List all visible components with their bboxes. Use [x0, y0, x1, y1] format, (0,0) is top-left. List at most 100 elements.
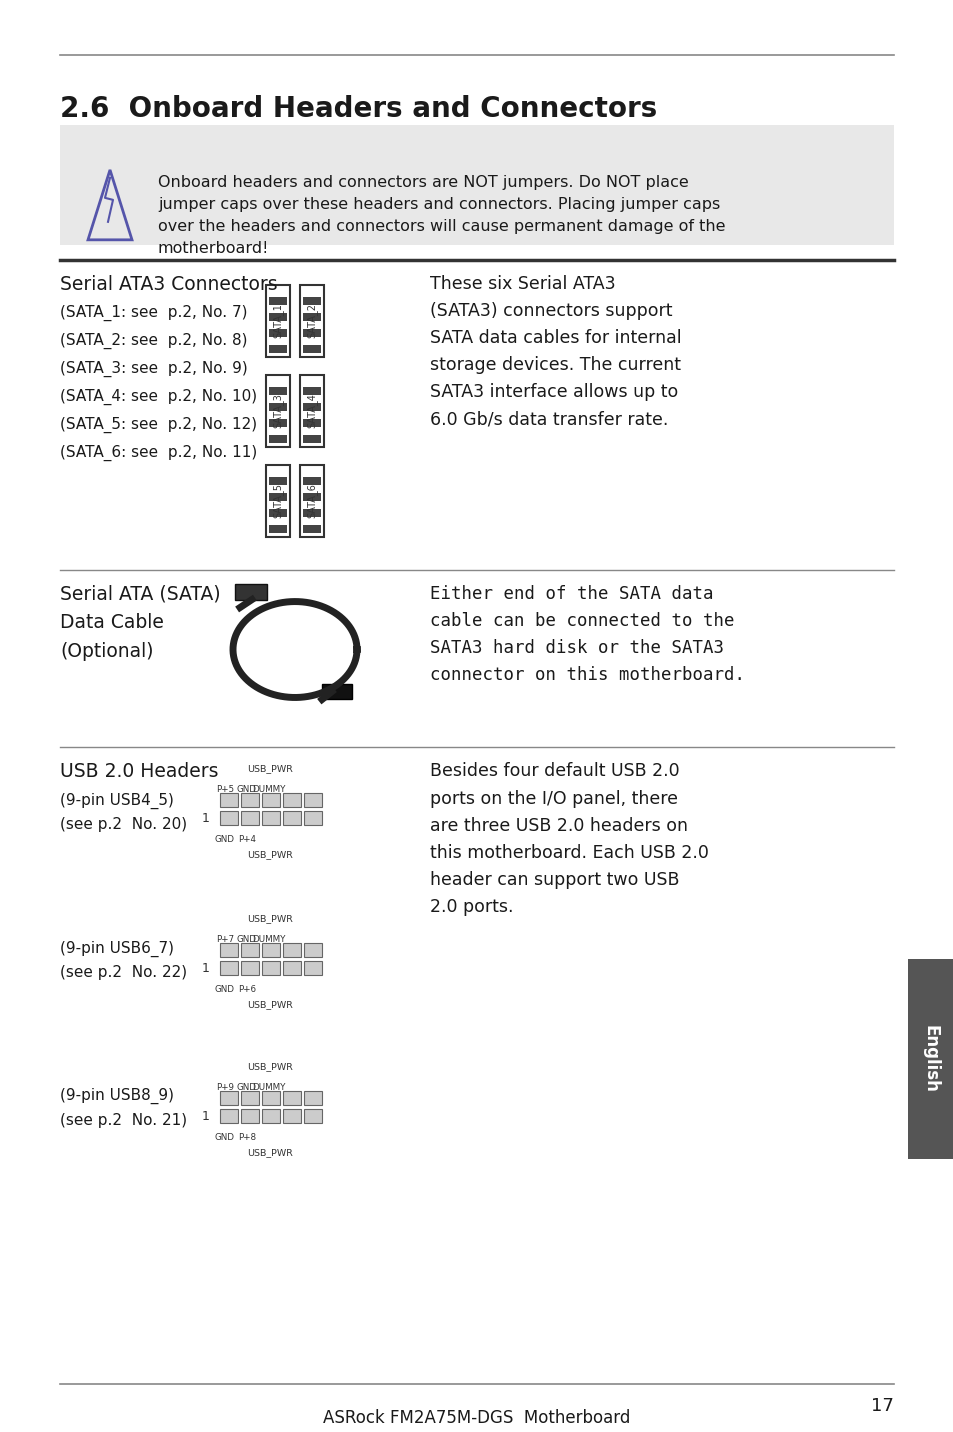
Text: (see p.2  No. 20): (see p.2 No. 20)	[60, 818, 187, 832]
Bar	[262, 812, 280, 825]
Bar	[303, 312, 320, 321]
FancyBboxPatch shape	[60, 125, 893, 245]
Bar	[269, 435, 287, 442]
Bar	[220, 961, 237, 975]
Text: (SATA_2: see  p.2, No. 8): (SATA_2: see p.2, No. 8)	[60, 332, 247, 349]
Bar	[262, 961, 280, 975]
Bar	[241, 1110, 258, 1123]
Bar	[283, 812, 301, 825]
Bar	[241, 961, 258, 975]
Bar	[283, 944, 301, 957]
Bar	[283, 1091, 301, 1106]
Bar	[241, 812, 258, 825]
Bar	[304, 1110, 322, 1123]
Text: (SATA_5: see  p.2, No. 12): (SATA_5: see p.2, No. 12)	[60, 417, 257, 432]
Text: (9-pin USB4_5): (9-pin USB4_5)	[60, 792, 173, 809]
Text: 2.6  Onboard Headers and Connectors: 2.6 Onboard Headers and Connectors	[60, 95, 657, 123]
Text: P+4: P+4	[237, 835, 255, 845]
Text: P+7: P+7	[215, 935, 233, 944]
Bar	[303, 493, 320, 501]
Bar	[266, 464, 290, 537]
Bar	[241, 793, 258, 808]
Text: USB_PWR: USB_PWR	[247, 765, 293, 773]
Text: USB 2.0 Headers: USB 2.0 Headers	[60, 762, 218, 782]
Bar	[269, 312, 287, 321]
Text: (see p.2  No. 21): (see p.2 No. 21)	[60, 1113, 187, 1128]
Bar	[303, 524, 320, 533]
Text: USB_PWR: USB_PWR	[247, 1001, 293, 1010]
Text: DUMMY: DUMMY	[252, 785, 286, 795]
Bar	[304, 944, 322, 957]
Text: Serial ATA3 Connectors: Serial ATA3 Connectors	[60, 275, 277, 294]
Text: SATA_4: SATA_4	[306, 394, 317, 428]
Bar	[907, 959, 953, 1158]
Text: USB_PWR: USB_PWR	[247, 1148, 293, 1157]
Text: GND: GND	[236, 1083, 256, 1093]
Text: ASRock FM2A75M-DGS  Motherboard: ASRock FM2A75M-DGS Motherboard	[323, 1409, 630, 1426]
Text: (see p.2  No. 22): (see p.2 No. 22)	[60, 965, 187, 981]
Bar	[241, 944, 258, 957]
Bar	[269, 508, 287, 517]
Bar	[266, 375, 290, 447]
Text: P+8: P+8	[237, 1133, 255, 1143]
Bar	[269, 493, 287, 501]
Bar	[220, 1091, 237, 1106]
Bar	[303, 508, 320, 517]
Bar	[269, 329, 287, 337]
Bar	[283, 961, 301, 975]
Text: GND: GND	[214, 1133, 234, 1143]
Bar	[304, 812, 322, 825]
Bar	[303, 329, 320, 337]
Bar	[269, 387, 287, 395]
Text: (9-pin USB8_9): (9-pin USB8_9)	[60, 1088, 173, 1104]
Bar	[299, 285, 324, 357]
Text: 17: 17	[870, 1398, 893, 1415]
Text: P+6: P+6	[237, 985, 255, 994]
Bar	[269, 418, 287, 427]
Text: P+9: P+9	[215, 1083, 233, 1093]
Bar	[269, 296, 287, 305]
Bar	[234, 584, 267, 600]
Bar	[303, 435, 320, 442]
Bar	[262, 1091, 280, 1106]
Bar	[304, 793, 322, 808]
Text: SATA_5: SATA_5	[273, 483, 283, 518]
Text: (SATA_4: see  p.2, No. 10): (SATA_4: see p.2, No. 10)	[60, 388, 257, 405]
Bar	[269, 402, 287, 411]
Text: Serial ATA (SATA)
Data Cable
(Optional): Serial ATA (SATA) Data Cable (Optional)	[60, 584, 220, 662]
Bar	[303, 345, 320, 352]
Bar	[220, 812, 237, 825]
Text: GND: GND	[214, 985, 234, 994]
Bar	[299, 375, 324, 447]
Text: Besides four default USB 2.0
ports on the I/O panel, there
are three USB 2.0 hea: Besides four default USB 2.0 ports on th…	[430, 762, 708, 916]
Text: Either end of the SATA data
cable can be connected to the
SATA3 hard disk or the: Either end of the SATA data cable can be…	[430, 584, 744, 684]
Bar	[283, 1110, 301, 1123]
Text: SATA_2: SATA_2	[306, 304, 317, 338]
Text: Onboard headers and connectors are NOT jumpers. Do NOT place
jumper caps over th: Onboard headers and connectors are NOT j…	[158, 175, 724, 256]
Text: P+5: P+5	[215, 785, 233, 795]
Bar	[299, 464, 324, 537]
Bar	[262, 793, 280, 808]
Text: These six Serial ATA3
(SATA3) connectors support
SATA data cables for internal
s: These six Serial ATA3 (SATA3) connectors…	[430, 275, 680, 428]
Text: 1: 1	[202, 1110, 210, 1123]
Bar	[262, 944, 280, 957]
Bar	[303, 296, 320, 305]
Bar	[304, 961, 322, 975]
Text: GND: GND	[236, 935, 256, 944]
Bar	[241, 1091, 258, 1106]
Text: USB_PWR: USB_PWR	[247, 914, 293, 924]
Text: (SATA_6: see  p.2, No. 11): (SATA_6: see p.2, No. 11)	[60, 445, 257, 461]
Text: SATA_3: SATA_3	[273, 394, 283, 428]
Bar	[220, 1110, 237, 1123]
Bar	[269, 477, 287, 484]
Bar	[303, 402, 320, 411]
Bar	[262, 1110, 280, 1123]
Bar	[303, 387, 320, 395]
Text: (SATA_1: see  p.2, No. 7): (SATA_1: see p.2, No. 7)	[60, 305, 247, 321]
Text: DUMMY: DUMMY	[252, 935, 286, 944]
Text: English: English	[921, 1025, 939, 1093]
Bar	[220, 944, 237, 957]
Bar	[269, 524, 287, 533]
Text: 1: 1	[202, 812, 210, 825]
Text: 1: 1	[202, 962, 210, 975]
